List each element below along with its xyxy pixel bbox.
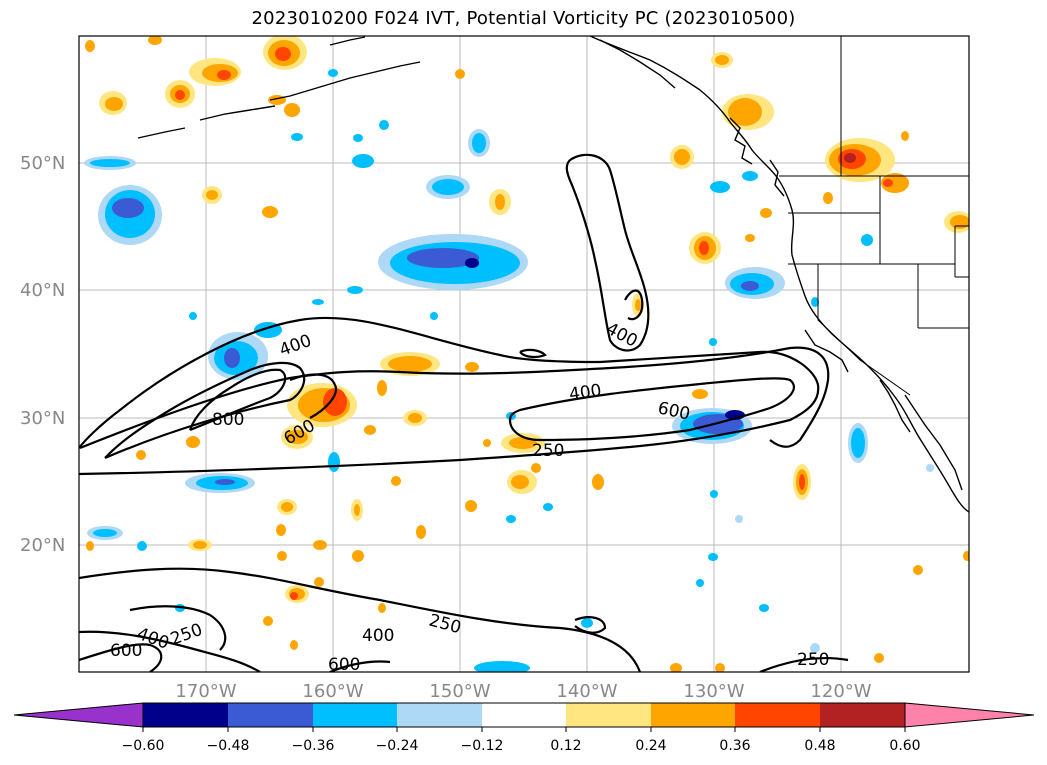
- colorbar-tick-label: 0.60: [889, 738, 920, 754]
- colorbar-tick-label: −0.12: [461, 738, 504, 754]
- lon-label: 130°W: [683, 681, 744, 702]
- colorbar-tick-label: 0.36: [719, 738, 750, 754]
- colorbar-tick-label: −0.24: [376, 738, 419, 754]
- colorbar-segment: [482, 703, 566, 727]
- colorbar-segment: [820, 703, 905, 727]
- contour-label: 600: [110, 641, 142, 661]
- colorbar-segment: [566, 703, 651, 727]
- lon-label: 170°W: [175, 681, 236, 702]
- colorbar-segment: [143, 703, 228, 727]
- lon-label: 120°W: [810, 681, 871, 702]
- lat-label: 30°N: [20, 408, 65, 429]
- colorbar-tick-label: 0.12: [550, 738, 581, 754]
- lat-label: 50°N: [20, 153, 65, 174]
- lat-label: 20°N: [20, 535, 65, 556]
- contour-label: 400: [362, 626, 394, 646]
- latitude-labels: 50°N 40°N 30°N 20°N: [20, 153, 65, 556]
- colorbar-segment: [735, 703, 820, 727]
- colorbar-tick-label: 0.48: [804, 738, 835, 754]
- colorbar-tick-label: −0.60: [122, 738, 165, 754]
- colorbar-extend-max: [904, 702, 1035, 728]
- colorbar-tick-label: 0.24: [635, 738, 666, 754]
- lon-label: 160°W: [302, 681, 363, 702]
- contour-label: 600: [328, 655, 360, 675]
- colorbar-segment: [228, 703, 313, 727]
- colorbar-tick-label: −0.48: [207, 738, 250, 754]
- contour-label: 250: [532, 441, 564, 461]
- map-title: 2023010200 F024 IVT, Potential Vorticity…: [251, 8, 796, 29]
- colorbar-segment: [313, 703, 397, 727]
- political-borders: [779, 36, 969, 396]
- contour-label: 800: [212, 410, 244, 430]
- map-frame: [78, 35, 970, 673]
- colorbar-segment: [397, 703, 482, 727]
- colorbar-segment: [651, 703, 735, 727]
- ivt-contours: [79, 153, 849, 672]
- coastlines: [137, 36, 969, 513]
- contour-label: 250: [797, 650, 829, 670]
- lon-label: 150°W: [429, 681, 490, 702]
- lon-label: 140°W: [556, 681, 617, 702]
- pv-negative-anomalies: [84, 69, 934, 672]
- colorbar-tick-label: −0.36: [292, 738, 335, 754]
- lat-label: 40°N: [20, 280, 65, 301]
- colorbar: −0.60 −0.48 −0.36 −0.24 −0.12 0.12 0.24 …: [13, 702, 1035, 754]
- pv-positive-anomalies: [85, 36, 969, 672]
- colorbar-extend-min: [13, 702, 144, 728]
- longitude-labels: 170°W 160°W 150°W 140°W 130°W 120°W: [175, 681, 871, 702]
- contour-label: 400: [568, 381, 603, 405]
